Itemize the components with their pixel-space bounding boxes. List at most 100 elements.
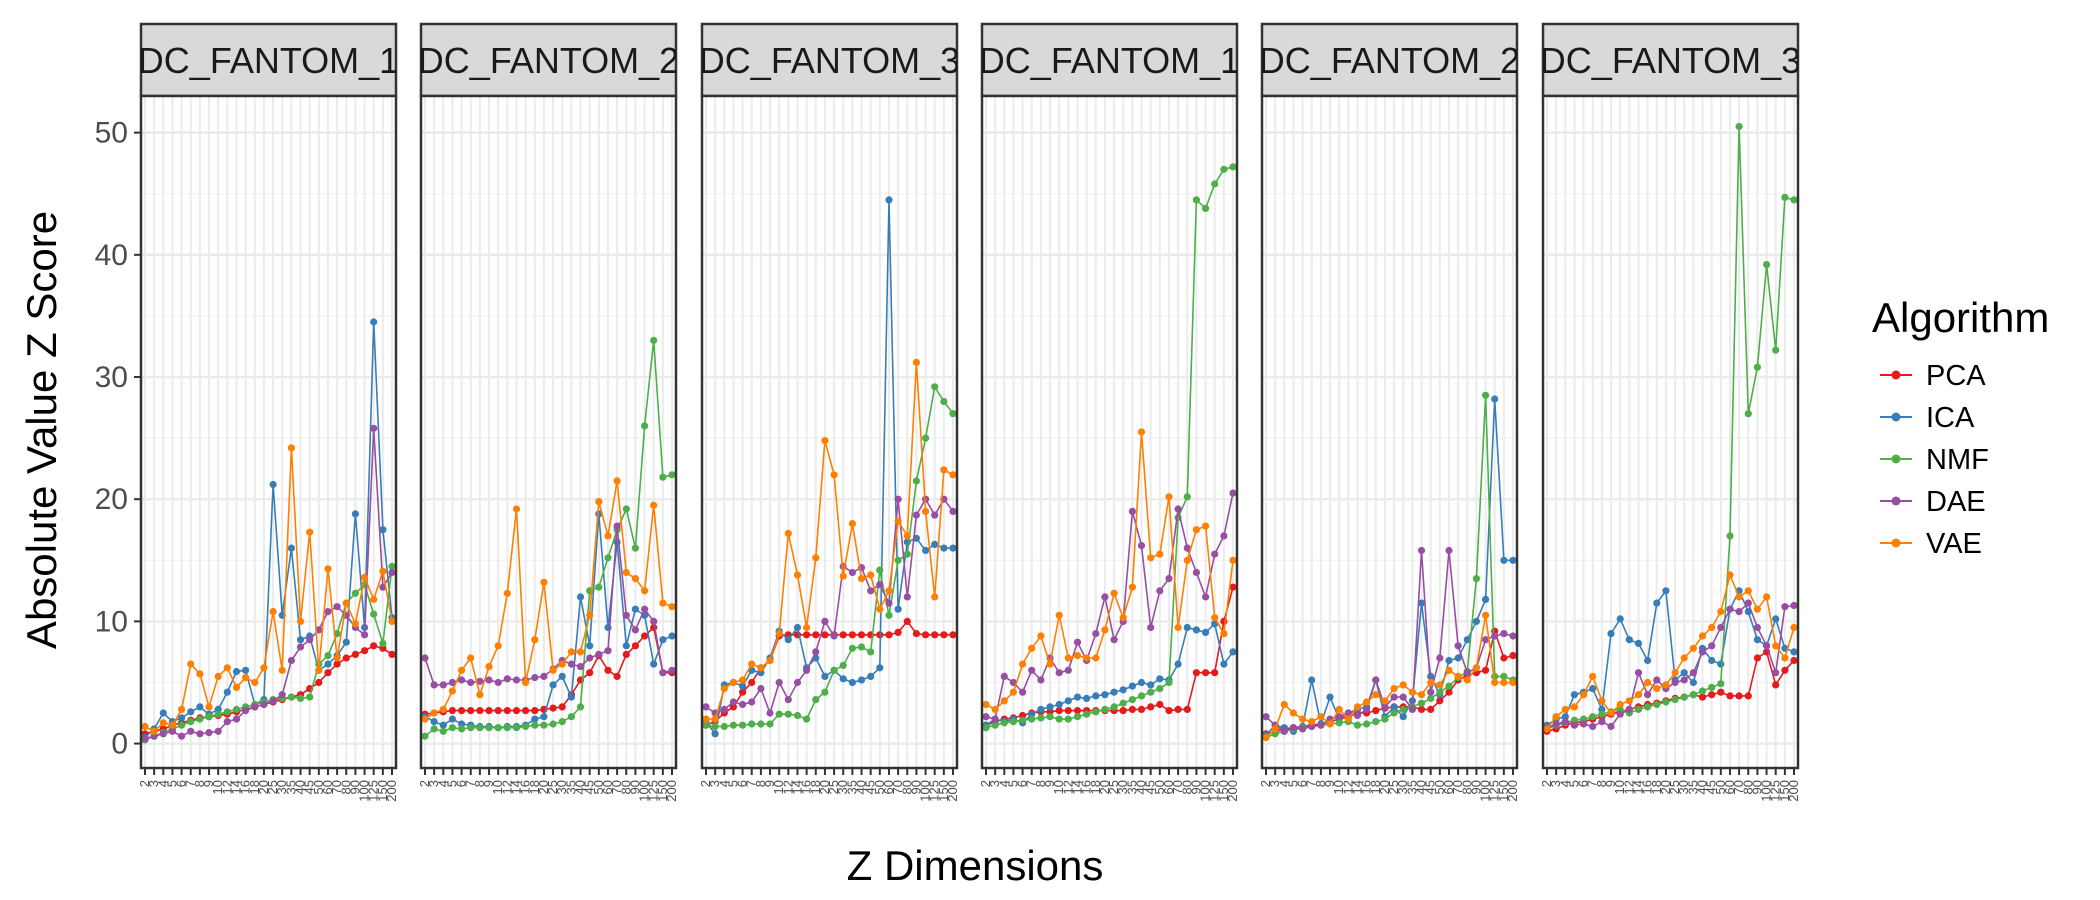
data-point-vae	[1790, 623, 1798, 632]
panel-border	[419, 94, 678, 770]
data-point-dae	[1735, 608, 1743, 616]
series-nmf	[1543, 122, 1798, 733]
data-point-vae	[922, 507, 930, 515]
data-point-ica	[1790, 648, 1798, 656]
data-point-nmf	[949, 410, 957, 418]
data-point-vae	[178, 705, 186, 714]
facet-strip-label: DC_FANTOM_3	[699, 40, 960, 81]
data-point-nmf	[1726, 532, 1734, 540]
data-point-vae	[1110, 589, 1118, 597]
x-tick-label: 6	[735, 780, 750, 787]
series-line-pca	[424, 625, 672, 715]
x-tick-label: 3	[1267, 780, 1282, 787]
data-point-vae	[1019, 660, 1027, 668]
x-tick-label: 8	[192, 780, 207, 787]
data-point-pca	[1147, 703, 1155, 711]
facet-strip	[700, 22, 959, 98]
facet-strip	[139, 22, 398, 98]
x-tick-label: 8	[1033, 780, 1048, 787]
data-point-vae	[1344, 715, 1352, 723]
data-point-pca	[1772, 681, 1780, 689]
legend-title: Algorithm	[1872, 294, 2049, 341]
data-point-ica	[659, 636, 667, 644]
x-tick-label: 5	[444, 780, 459, 787]
data-point-nmf	[1000, 719, 1008, 727]
series-dae	[1262, 546, 1517, 735]
series-line-ica	[705, 199, 953, 736]
x-tick-label: 16	[238, 780, 253, 794]
data-point-pca	[1211, 669, 1219, 677]
x-tick-label: 70	[1170, 780, 1185, 794]
data-point-vae	[1698, 632, 1707, 640]
data-point-ica	[1662, 587, 1670, 595]
data-point-dae	[1689, 669, 1697, 677]
x-tick-label: 45	[1143, 780, 1158, 794]
data-point-vae	[269, 608, 277, 616]
legend-entry-pca: PCA	[1880, 360, 1986, 392]
data-point-nmf	[1372, 718, 1380, 726]
x-tick-label: 50	[872, 780, 887, 794]
data-point-nmf	[1137, 692, 1146, 700]
data-point-dae	[540, 672, 548, 681]
data-point-dae	[1229, 489, 1237, 497]
data-point-vae	[232, 683, 241, 692]
data-point-pca	[1119, 707, 1127, 715]
x-tick-label: 18	[808, 780, 823, 794]
data-point-nmf	[1335, 719, 1343, 727]
x-tick-label: 50	[1432, 780, 1447, 794]
x-tick-label: 4	[435, 780, 450, 787]
data-point-dae	[576, 663, 585, 671]
data-point-dae	[1147, 623, 1155, 632]
data-point-vae	[830, 471, 838, 479]
data-point-vae	[912, 358, 921, 366]
data-point-vae	[1607, 709, 1615, 717]
x-tick-label: 70	[1450, 780, 1465, 794]
data-point-pca	[931, 631, 939, 639]
x-tick-label: 40	[1414, 780, 1429, 794]
data-point-nmf	[1192, 196, 1200, 204]
data-point-nmf	[702, 721, 710, 729]
data-point-ica	[1607, 630, 1615, 638]
x-tick-label: 60	[1161, 780, 1176, 794]
data-point-vae	[1064, 654, 1072, 662]
data-point-vae	[1381, 697, 1389, 705]
data-point-ica	[1119, 686, 1127, 694]
data-point-ica	[1390, 703, 1398, 711]
data-point-pca	[903, 617, 911, 626]
data-point-vae	[1073, 652, 1082, 660]
data-point-dae	[1634, 669, 1643, 677]
data-point-ica	[324, 660, 332, 668]
data-point-vae	[1445, 666, 1453, 674]
data-point-ica	[1616, 615, 1624, 623]
series-line-vae	[144, 447, 393, 733]
data-point-pca	[641, 632, 649, 640]
data-point-vae	[1644, 678, 1652, 687]
data-point-vae	[388, 617, 396, 626]
data-point-vae	[251, 678, 259, 687]
data-point-pca	[1726, 692, 1734, 700]
x-tick-label: 8	[753, 780, 768, 787]
data-point-dae	[1680, 676, 1688, 684]
x-tick-label: 18	[1368, 780, 1383, 794]
data-point-nmf	[1220, 165, 1228, 173]
data-point-vae	[784, 529, 792, 538]
data-point-dae	[1073, 638, 1082, 646]
data-point-vae	[1598, 697, 1606, 705]
data-point-dae	[595, 650, 603, 659]
data-point-vae	[641, 587, 649, 595]
facet-panel-4: DC_FANTOM_123456789101214161820253035404…	[978, 22, 1240, 802]
data-point-ica	[576, 593, 585, 601]
x-tick-label: 12	[219, 780, 234, 794]
data-point-dae	[1137, 542, 1146, 550]
data-point-pca	[1229, 583, 1237, 591]
data-point-pca	[739, 688, 747, 696]
data-point-dae	[1644, 691, 1652, 699]
x-tick-label: 12	[499, 780, 514, 794]
x-tick-label: 18	[1088, 780, 1103, 794]
data-point-vae	[1137, 428, 1146, 436]
data-point-dae	[1753, 623, 1761, 632]
data-point-dae	[531, 674, 539, 682]
x-tick-label: 25	[1386, 780, 1401, 794]
data-point-vae	[476, 691, 484, 699]
x-tick-label: 150	[1777, 780, 1792, 802]
